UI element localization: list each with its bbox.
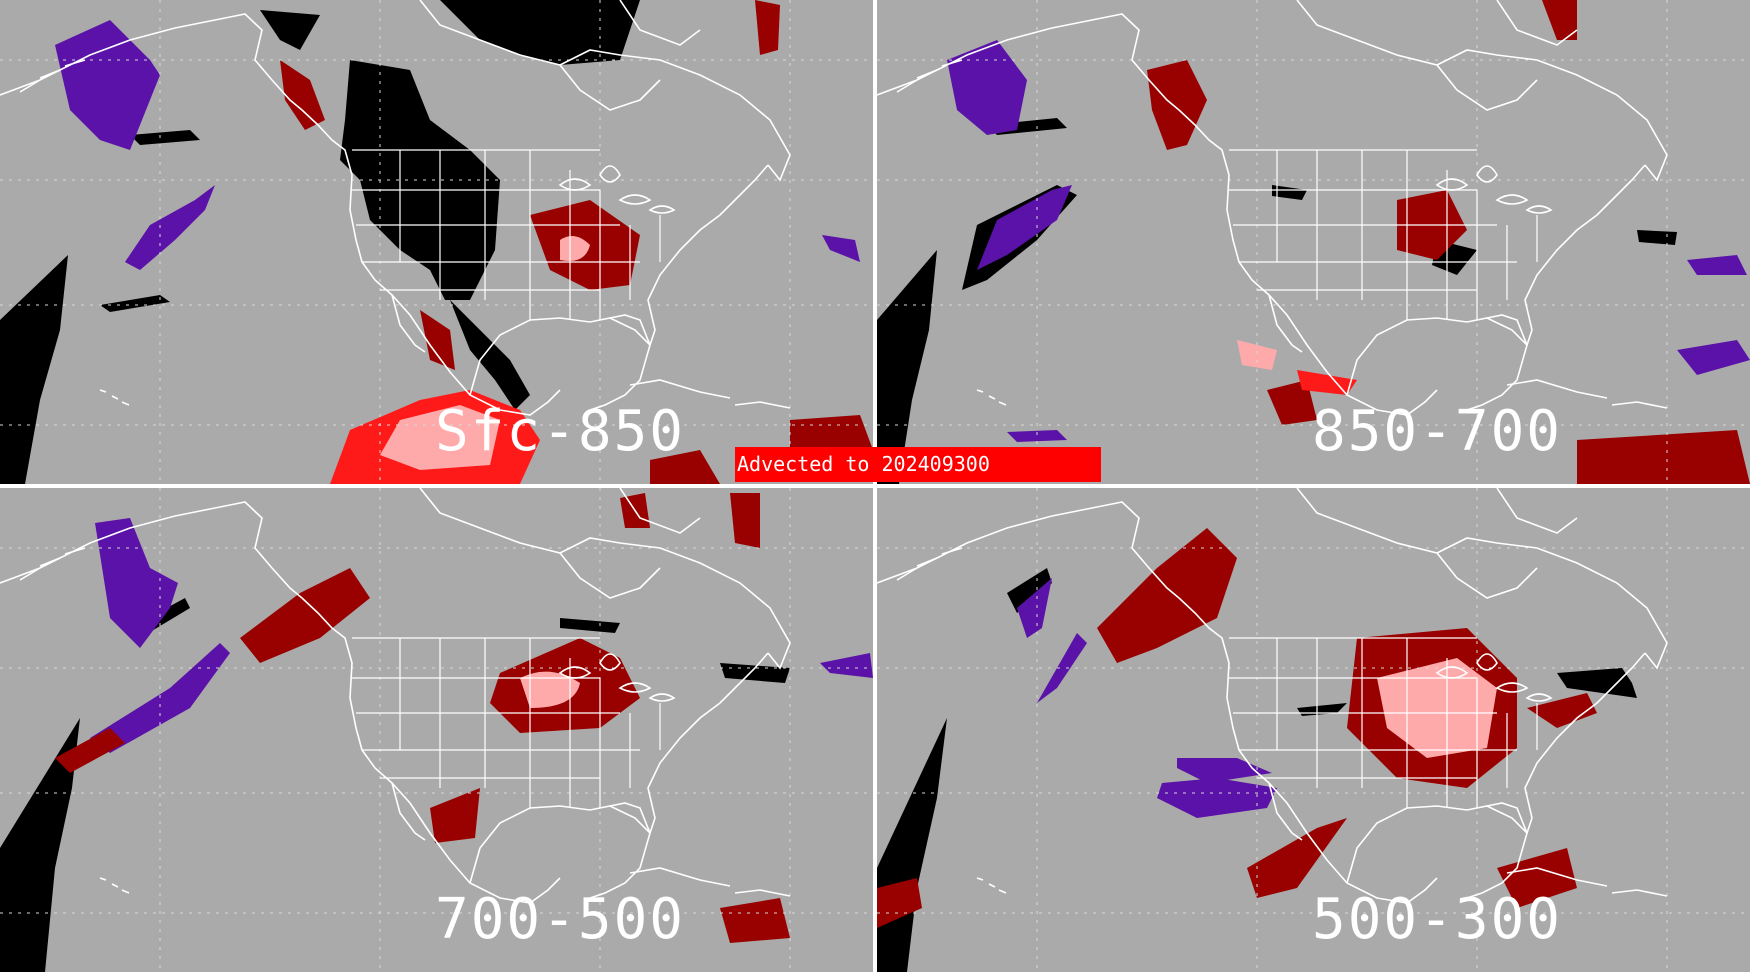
layer-label: 500-300 <box>1312 887 1563 952</box>
map-canvas <box>0 488 873 972</box>
map-canvas <box>877 488 1750 972</box>
map-panel-850-700: 850-700 <box>877 0 1750 484</box>
map-canvas <box>877 0 1750 484</box>
layer-label: 850-700 <box>1312 399 1563 464</box>
map-panel-700-500: 700-500 <box>0 488 873 972</box>
map-panel-500-300: 500-300 <box>877 488 1750 972</box>
advection-time-banner: Advected to 202409300 <box>735 447 1101 482</box>
layer-label: 700-500 <box>435 887 686 952</box>
map-panel-sfc-850: Sfc-850 <box>0 0 873 484</box>
panel-divider-vertical <box>873 0 877 976</box>
map-canvas <box>0 0 873 484</box>
layer-label: Sfc-850 <box>435 399 686 464</box>
panel-divider-horizontal <box>0 484 1750 488</box>
